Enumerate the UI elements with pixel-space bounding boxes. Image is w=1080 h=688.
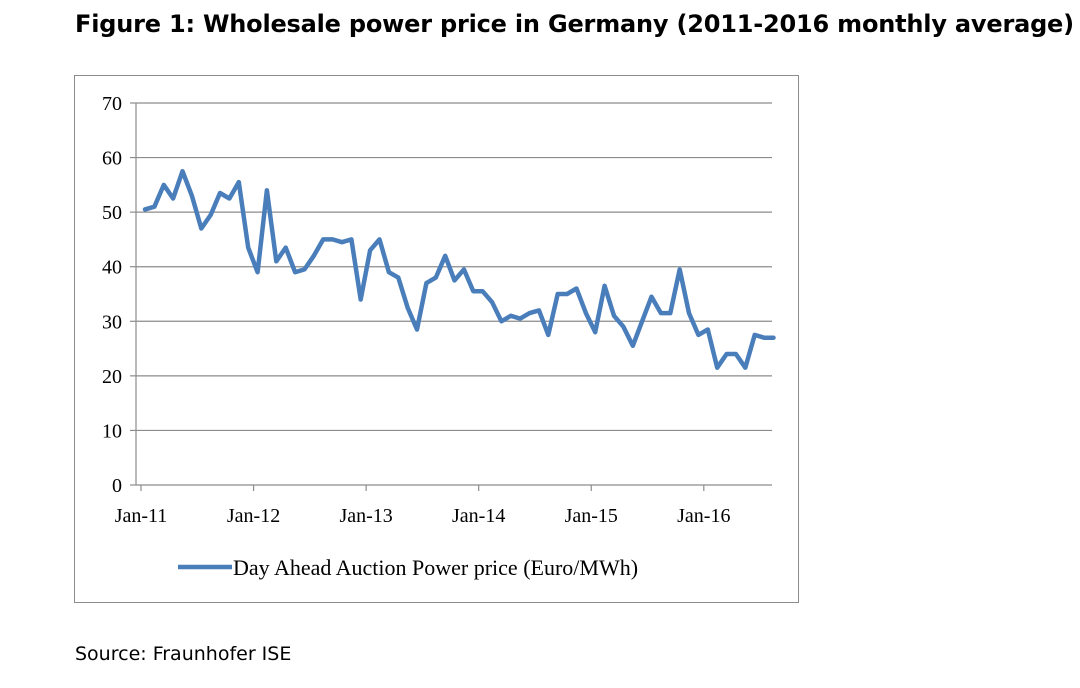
y-tick-label: 20 <box>102 366 122 388</box>
y-tick-label: 0 <box>112 475 122 497</box>
x-axis: Jan-11 Jan-12 Jan-13 Jan-14 Jan-15 Jan-16 <box>115 484 772 527</box>
x-tick-label: Jan-15 <box>565 505 618 527</box>
y-tick-label: 50 <box>102 202 122 224</box>
figure-title: Figure 1: Wholesale power price in Germa… <box>75 10 1074 38</box>
series-group <box>142 168 776 370</box>
y-axis: 0 10 20 30 40 50 60 70 <box>102 93 137 497</box>
x-tick-label: Jan-14 <box>452 505 505 527</box>
legend-label: Day Ahead Auction Power price (Euro/MWh) <box>233 555 638 580</box>
x-tick-label: Jan-16 <box>677 505 730 527</box>
y-tick-label: 70 <box>102 93 122 115</box>
source-note: Source: Fraunhofer ISE <box>75 643 292 665</box>
x-tick-label: Jan-12 <box>227 505 280 527</box>
y-tick-label: 60 <box>102 148 122 170</box>
y-tick-label: 40 <box>102 257 122 279</box>
line-chart: 0 10 20 30 40 50 60 70 Jan-11 Jan-12 Jan-13 Jan-14… <box>102 93 776 580</box>
y-tick-label: 30 <box>102 311 122 333</box>
series-line-day-ahead-price <box>142 168 776 370</box>
x-tick-label: Jan-13 <box>339 505 392 527</box>
chart-frame: 0 10 20 30 40 50 60 70 Jan-11 Jan-12 Jan-13 Jan-14… <box>74 75 799 603</box>
legend: Day Ahead Auction Power price (Euro/MWh) <box>178 555 638 580</box>
x-tick-label: Jan-11 <box>115 505 168 527</box>
grid-lines <box>136 102 772 432</box>
y-tick-label: 10 <box>102 420 122 442</box>
